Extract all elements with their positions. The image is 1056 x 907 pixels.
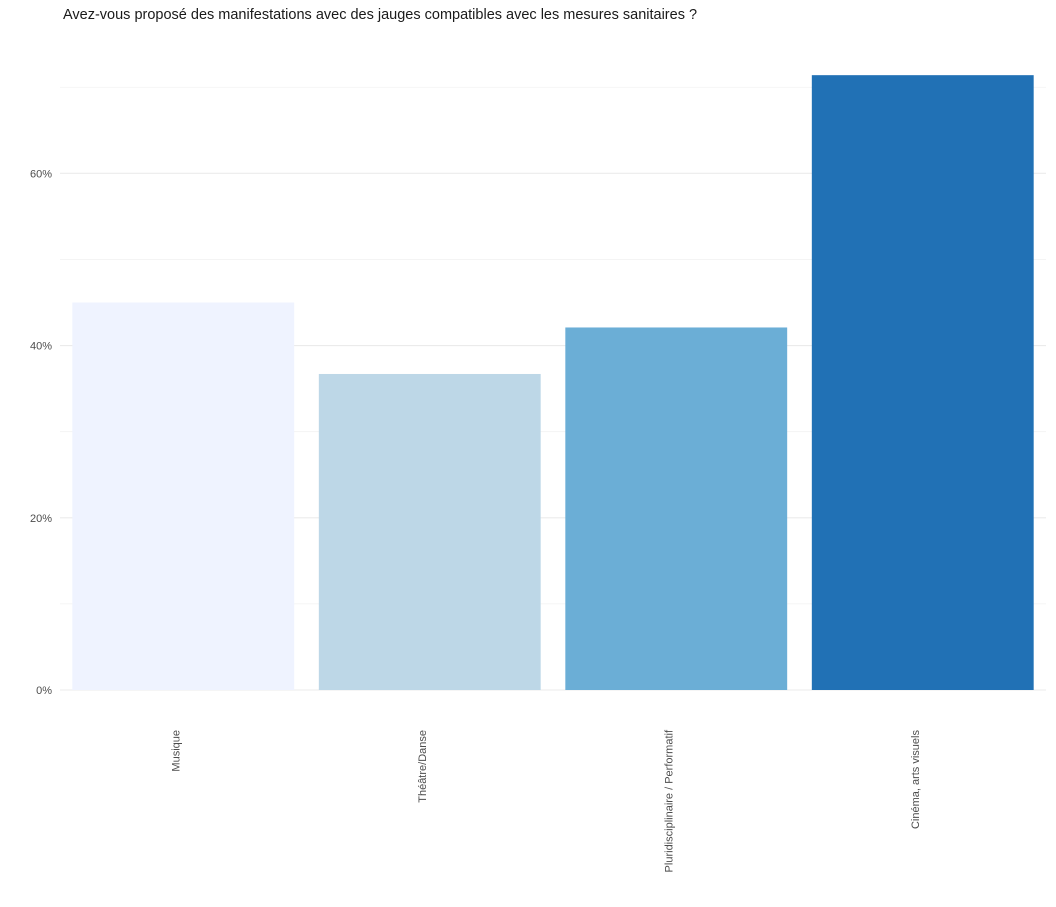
bar	[565, 327, 788, 690]
x-tick-label: Pluridisciplinaire / Performatif	[663, 729, 675, 872]
bars-layer	[72, 75, 1034, 690]
x-tick-label: Théâtre/Danse	[417, 730, 429, 803]
x-tick-label: Cinéma, arts visuels	[910, 730, 922, 830]
chart-title: Avez-vous proposé des manifestations ave…	[63, 7, 698, 23]
y-tick-label: 60%	[30, 168, 52, 180]
y-tick-label: 40%	[30, 341, 52, 353]
y-tick-label: 0%	[36, 685, 52, 697]
y-tick-label: 20%	[30, 513, 52, 525]
y-axis: 0% 20% 40% 60%	[30, 168, 52, 697]
bar	[72, 302, 295, 690]
bar	[811, 75, 1034, 690]
bar	[318, 373, 541, 690]
x-axis: Musique Théâtre/Danse Pluridisciplinaire /…	[170, 729, 922, 872]
x-tick-label: Musique	[170, 730, 182, 772]
